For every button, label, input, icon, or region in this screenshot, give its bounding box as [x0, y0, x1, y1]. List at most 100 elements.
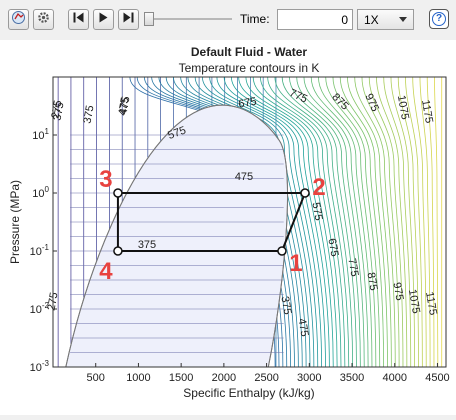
contour-label: 775: [345, 257, 360, 277]
contour-label: 1075: [395, 94, 411, 120]
time-input[interactable]: 0: [277, 9, 353, 30]
plot-area: Default Fluid - Water Temperature contou…: [0, 40, 456, 415]
contour-line: [281, 77, 357, 367]
contour-line: [274, 77, 354, 367]
speed-dropdown[interactable]: 1X: [357, 9, 414, 30]
y-tick-label: 100: [32, 185, 49, 200]
contour-line: [260, 77, 346, 367]
contour-label: 1175: [419, 99, 435, 124]
contour-line: [339, 77, 388, 367]
x-tick-label: 4000: [382, 372, 406, 384]
x-tick-label: 500: [87, 372, 105, 384]
chevron-down-icon: [399, 17, 407, 22]
contour-label: 575: [166, 124, 187, 142]
contour-line: [267, 77, 350, 367]
contour-label: 1175: [423, 291, 439, 316]
y-axis-label: Pressure (MPa): [8, 180, 22, 264]
time-slider-track[interactable]: [146, 18, 232, 20]
contour-label: 875: [364, 271, 379, 291]
time-slider-thumb[interactable]: [144, 12, 154, 26]
contour-line: [347, 77, 392, 367]
contour-line: [376, 77, 408, 367]
saturation-dome-border: [65, 104, 288, 367]
cycle-state-point[interactable]: [300, 188, 310, 198]
contour-line: [419, 77, 431, 367]
help-button[interactable]: ?: [429, 9, 449, 29]
x-tick-label: 2500: [254, 372, 278, 384]
cycle-state-point[interactable]: [113, 246, 123, 256]
contour-line: [252, 77, 342, 367]
contour-line: [231, 77, 330, 367]
contour-line: [245, 77, 338, 367]
contour-line: [223, 77, 326, 367]
contour-label: 575: [309, 201, 324, 221]
play-button[interactable]: [93, 9, 114, 30]
chart-subtitle: Temperature contours in K: [179, 61, 320, 75]
contour-line: [412, 77, 427, 367]
cycle-state-label: 4: [99, 258, 113, 285]
fluid-selector-button[interactable]: [8, 9, 29, 30]
skip-forward-icon: [122, 11, 135, 29]
skip-to-end-button[interactable]: [118, 9, 139, 30]
x-tick-label: 2000: [212, 372, 236, 384]
cycle-state-label: 3: [99, 166, 112, 193]
time-label: Time:: [240, 12, 270, 26]
saturation-dome: [65, 104, 288, 367]
contour-line: [303, 77, 369, 367]
y-tick-label: 10-3: [30, 359, 50, 374]
fluid-icon: [11, 10, 26, 30]
contour-line: [397, 77, 419, 367]
contour-line: [361, 77, 400, 367]
contour-line: [383, 77, 412, 367]
skip-back-icon: [72, 11, 85, 29]
contour-label: 475: [295, 317, 310, 337]
play-icon: [97, 11, 110, 29]
contour-label: 675: [237, 96, 257, 111]
contour-line: [434, 77, 439, 367]
chart: Default Fluid - Water Temperature contou…: [8, 45, 450, 400]
contour-line: [325, 77, 381, 367]
contour-line: [289, 77, 361, 367]
x-tick-label: 1500: [169, 372, 193, 384]
speed-value: 1X: [364, 13, 379, 27]
x-tick-label: 3500: [340, 372, 364, 384]
contour-line: [296, 77, 365, 367]
contour-label: 375: [82, 104, 97, 124]
contour-label: 375: [138, 239, 156, 251]
y-tick-label: 10-1: [30, 243, 50, 258]
cycle-state-point[interactable]: [277, 246, 287, 256]
contour-line: [318, 77, 377, 367]
contour-line: [209, 77, 319, 367]
contour-line: [238, 77, 334, 367]
contour-label: 375: [52, 101, 67, 121]
cycle-state-label: 1: [289, 250, 302, 277]
chart-title: Default Fluid - Water: [191, 45, 308, 59]
contour-label: 475: [117, 96, 132, 116]
contour-line: [310, 77, 373, 367]
thermodynamic-cycle: 1 2 3 4: [99, 166, 325, 285]
contour-label: 675: [325, 237, 340, 257]
contour-label: 375: [278, 295, 293, 315]
contour-line: [354, 77, 396, 367]
settings-button[interactable]: [33, 9, 54, 30]
contour-line: [390, 77, 416, 367]
gear-icon: [36, 10, 51, 30]
x-tick-label: 1000: [126, 372, 150, 384]
contour-line: [216, 77, 323, 367]
contour-line: [332, 77, 385, 367]
x-axis-label: Specific Enthalpy (kJ/kg): [183, 386, 314, 400]
y-tick-label: 101: [32, 127, 49, 142]
x-tick-label: 4500: [425, 372, 449, 384]
cycle-state-point[interactable]: [113, 188, 123, 198]
axes-frame: [52, 76, 447, 368]
help-icon: ?: [432, 12, 446, 26]
skip-to-start-button[interactable]: [68, 9, 89, 30]
toolbar: Time: 0 1X ?: [0, 0, 456, 40]
contour-label: 475: [235, 171, 253, 183]
y-tick-label: 10-2: [30, 301, 50, 316]
cycle-state-label: 2: [312, 174, 325, 201]
contour-label: 1075: [406, 288, 422, 314]
x-tick-label: 3000: [297, 372, 321, 384]
contour-label: 475: [118, 95, 133, 115]
